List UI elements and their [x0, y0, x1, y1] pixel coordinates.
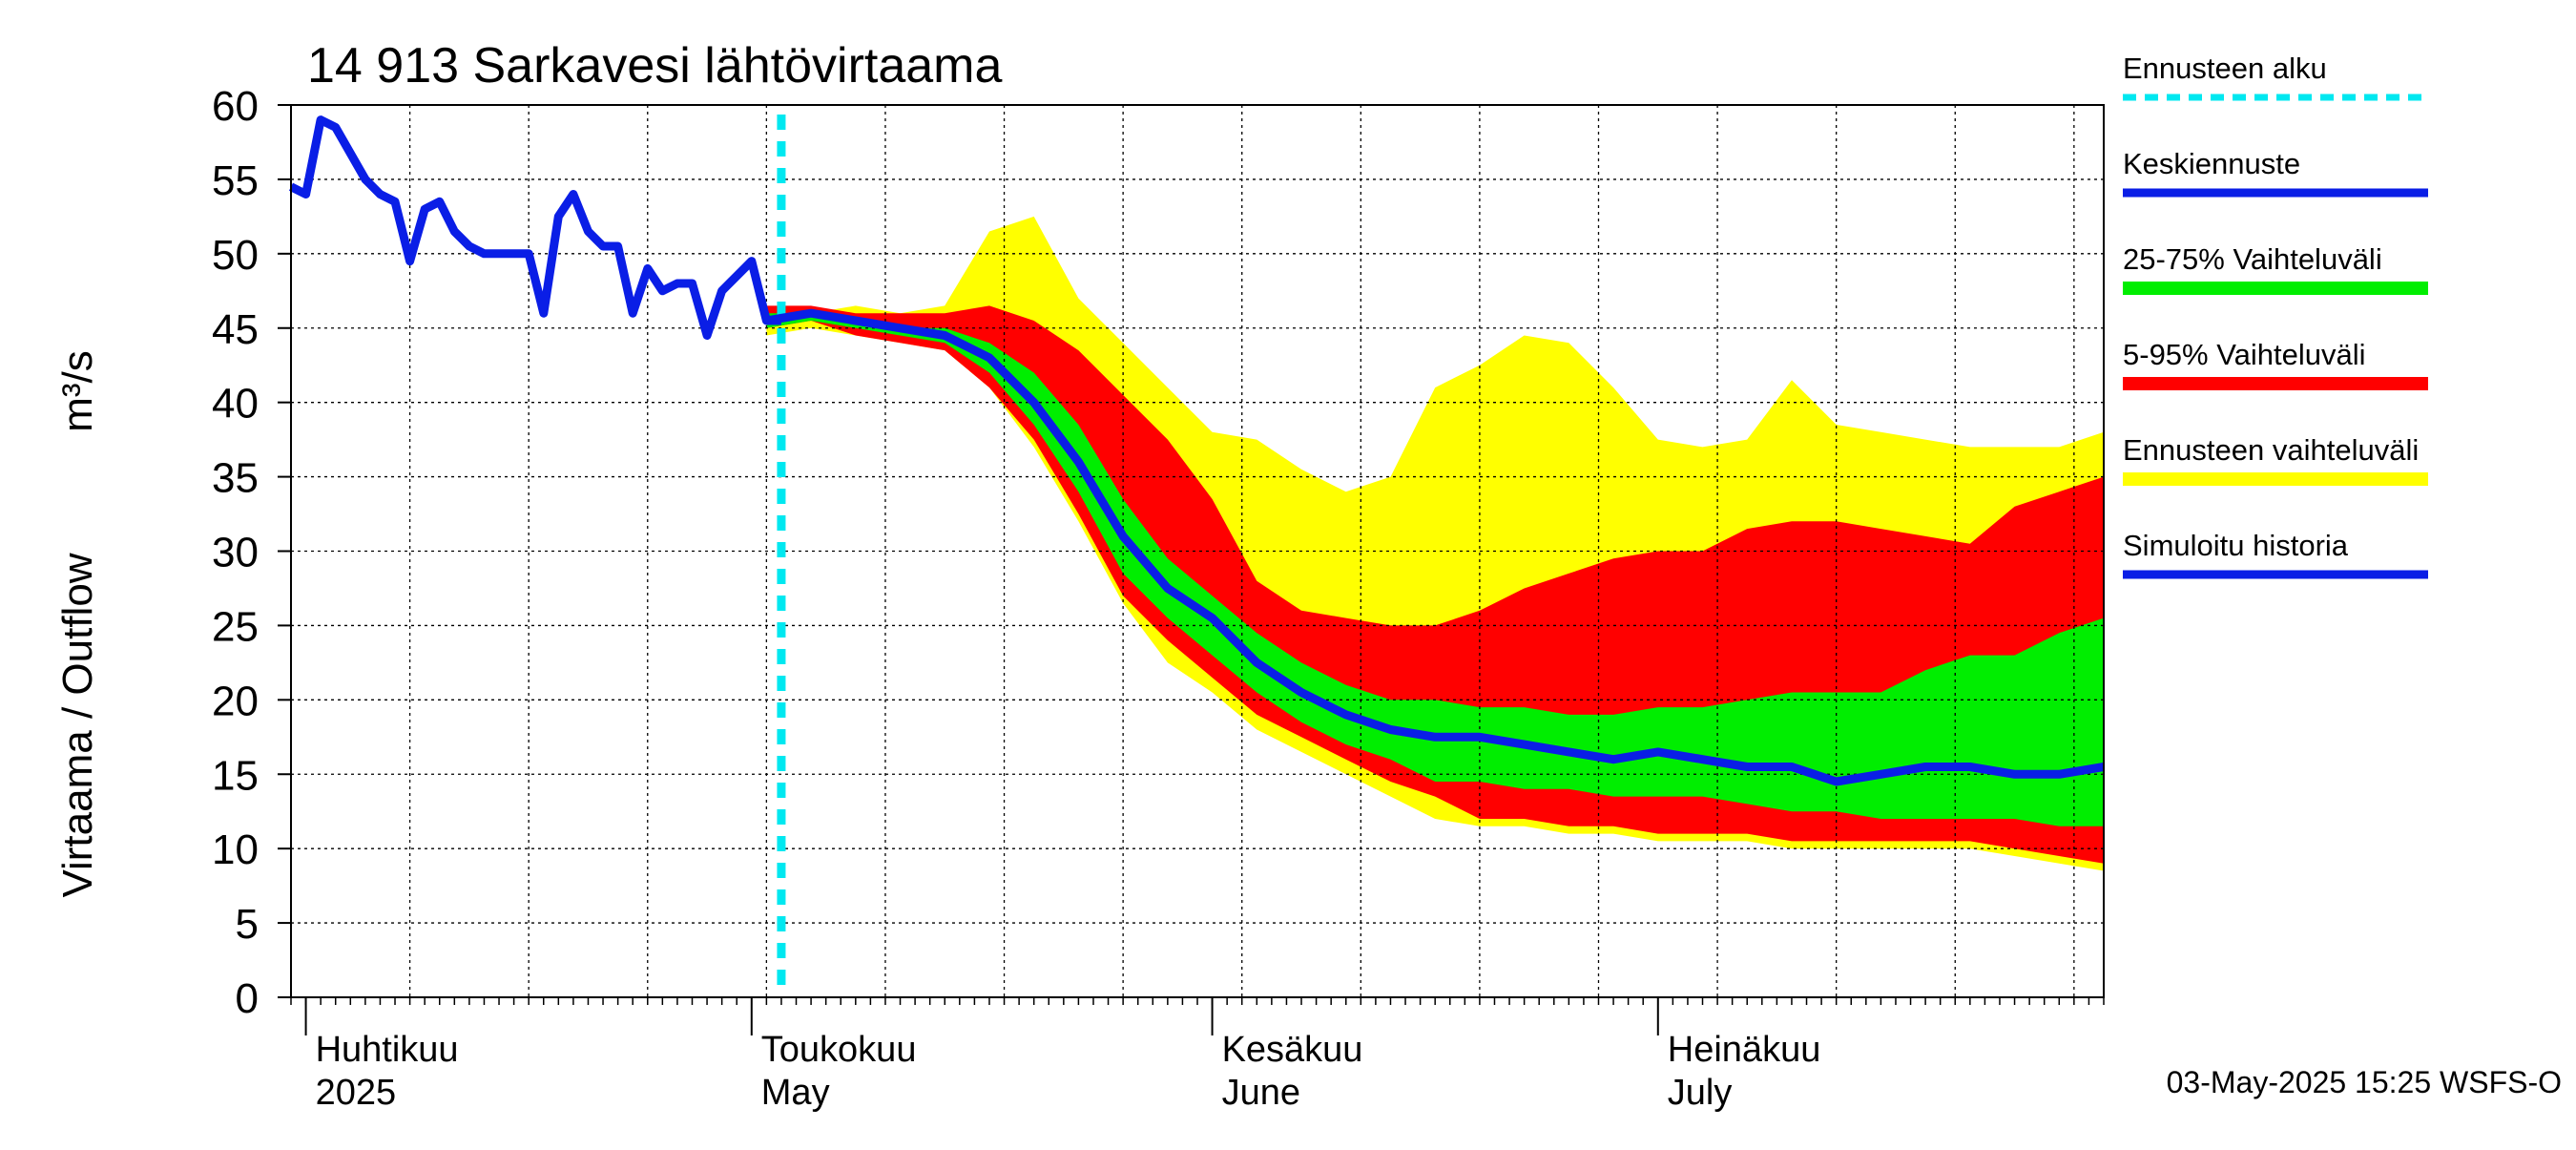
y-axis-unit-label: m³/s — [54, 350, 101, 432]
chart-title: 14 913 Sarkavesi lähtövirtaama — [307, 38, 1002, 94]
legend-label: 25-75% Vaihteluväli — [2123, 242, 2382, 276]
legend: Ennusteen alku Keskiennuste 25-75% Vaihtel… — [2123, 52, 2428, 579]
x-month-label-en: June — [1222, 1073, 1300, 1113]
y-tick-label: 10 — [212, 826, 259, 873]
legend-swatch — [2123, 377, 2428, 390]
median-forecast-line — [765, 308, 2105, 786]
legend-label: 5-95% Vaihteluväli — [2123, 338, 2365, 371]
y-tick-label: 15 — [212, 752, 259, 799]
y-tick-label: 55 — [212, 157, 259, 204]
band-25-75 — [766, 313, 2104, 826]
x-month-label-fi: Toukokuu — [761, 1030, 917, 1070]
y-tick-label: 40 — [212, 381, 259, 428]
legend-label: Simuloitu historia — [2123, 529, 2349, 562]
y-tick-label: 5 — [236, 901, 259, 948]
y-tick-label: 60 — [212, 83, 259, 130]
x-month-label-en: July — [1668, 1073, 1733, 1113]
x-month-label-en: May — [761, 1073, 830, 1113]
y-tick-label: 30 — [212, 530, 259, 576]
history-line — [288, 115, 781, 340]
y-axis-label: Virtaama / Outflow — [54, 553, 101, 897]
x-month-label-fi: Huhtikuu — [316, 1030, 459, 1070]
legend-label: Keskiennuste — [2123, 147, 2300, 180]
x-month-label-fi: Heinäkuu — [1668, 1030, 1821, 1070]
y-tick-label: 25 — [212, 603, 259, 650]
x-month-label-en: 2025 — [316, 1073, 397, 1113]
y-axis-label-group: Virtaama / Outflow m³/s — [54, 350, 101, 897]
y-tick-label: 50 — [212, 232, 259, 279]
x-month-label-fi: Kesäkuu — [1222, 1030, 1363, 1070]
legend-swatch — [2123, 472, 2428, 486]
timestamp-label: 03-May-2025 15:25 WSFS-O — [2167, 1065, 2562, 1099]
legend-label: Ennusteen alku — [2123, 52, 2327, 85]
series-lines — [288, 115, 2105, 997]
y-tick-label: 20 — [212, 678, 259, 724]
axes: 051015202530354045505560Huhtikuu2025Touk… — [212, 83, 2105, 1113]
y-tick-label: 35 — [212, 455, 259, 502]
legend-label: Ennusteen vaihteluväli — [2123, 433, 2419, 467]
forecast-bands — [766, 216, 2104, 871]
legend-swatch — [2123, 282, 2428, 295]
y-tick-label: 0 — [236, 975, 259, 1022]
y-tick-label: 45 — [212, 306, 259, 353]
